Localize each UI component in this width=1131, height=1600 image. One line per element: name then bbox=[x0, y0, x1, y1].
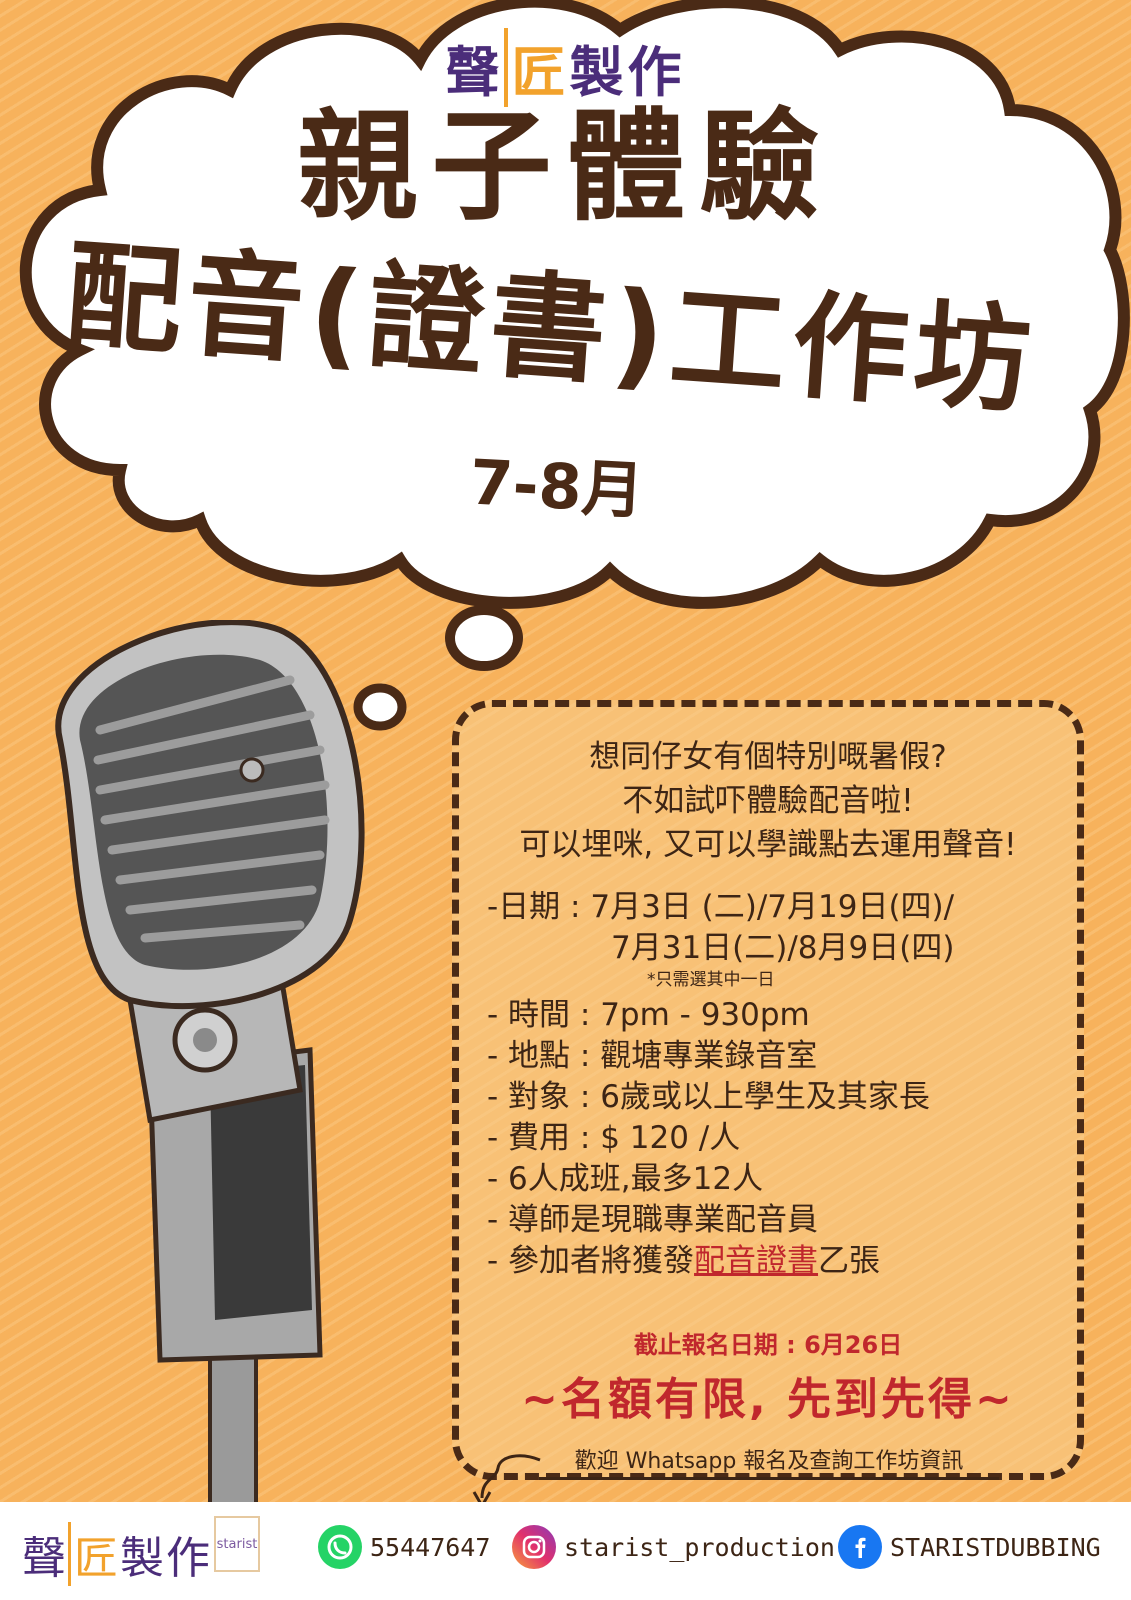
class-size: - 6人成班,最多12人 bbox=[487, 1161, 764, 1197]
target-row: - 對象 : 6歲或以上學生及其家長 bbox=[487, 1077, 1077, 1118]
facebook-page: STARISTDUBBING bbox=[890, 1532, 1101, 1562]
intro-line-1: 想同仔女有個特別嘅暑假? bbox=[589, 739, 947, 775]
date-label: -日期 : bbox=[487, 889, 581, 925]
info-box: 想同仔女有個特別嘅暑假? 不如試吓體驗配音啦! 可以埋咪, 又可以學識點去運用聲… bbox=[452, 700, 1084, 1480]
date-row: -日期 : 7月3日 (二)/7月19日(四)/ bbox=[487, 887, 1077, 928]
fee-value: $ 120 /人 bbox=[600, 1120, 741, 1156]
thought-cloud bbox=[19, 0, 1130, 609]
time-label: - 時間 : bbox=[487, 997, 591, 1033]
time-row: - 時間 : 7pm - 930pm bbox=[487, 995, 1077, 1036]
title-line-1: 親子體驗 bbox=[297, 98, 834, 237]
certificate-row: - 參加者將獲發配音證書乙張 bbox=[487, 1241, 1077, 1282]
microphone-illustration bbox=[55, 620, 365, 1540]
target-value: 6歲或以上學生及其家長 bbox=[600, 1079, 930, 1115]
instagram-icon bbox=[512, 1525, 556, 1569]
cert-suffix: 乙張 bbox=[818, 1243, 881, 1279]
thought-bubbles bbox=[353, 605, 523, 731]
venue-label: - 地點 : bbox=[487, 1038, 591, 1074]
date-line-1: 7月3日 (二)/7月19日(四)/ bbox=[590, 889, 955, 925]
tutor-info: - 導師是現職專業配音員 bbox=[487, 1202, 819, 1238]
details-list: -日期 : 7月3日 (二)/7月19日(四)/ 7月31日(二)/8月9日(四… bbox=[487, 887, 1077, 1282]
venue-row: - 地點 : 觀塘專業錄音室 bbox=[487, 1036, 1077, 1077]
instagram-contact[interactable]: starist_production bbox=[512, 1524, 835, 1570]
facebook-contact[interactable]: STARISTDUBBING bbox=[838, 1524, 1101, 1570]
deadline-text: 截止報名日期 : 6月26日 bbox=[633, 1331, 903, 1359]
intro-line-3: 可以埋咪, 又可以學識點去運用聲音! bbox=[519, 827, 1017, 863]
venue-value: 觀塘專業錄音室 bbox=[600, 1038, 818, 1074]
whatsapp-contact[interactable]: 55447647 bbox=[318, 1524, 490, 1570]
whatsapp-icon bbox=[318, 1525, 362, 1569]
date-line-2: 7月31日(二)/8月9日(四) bbox=[611, 930, 955, 966]
cert-highlight: 配音證書 bbox=[694, 1243, 819, 1279]
brand-logo-top: 聲匠製作 bbox=[0, 28, 1131, 107]
brand-part1: 聲 bbox=[445, 41, 504, 104]
cert-prefix: - 參加者將獲發 bbox=[487, 1243, 695, 1279]
whatsapp-note: 歡迎 Whatsapp 報名及查詢工作坊資訊 bbox=[539, 1443, 999, 1480]
limited-places-text: ~名額有限, 先到先得~ bbox=[521, 1374, 1015, 1425]
footer-brand: 聲匠製作 bbox=[22, 1522, 212, 1586]
brand-part2: 匠 bbox=[503, 28, 570, 107]
target-label: - 對象 : bbox=[487, 1079, 591, 1115]
footer-brand-part3: 製作 bbox=[120, 1533, 212, 1584]
fee-label: - 費用 : bbox=[487, 1120, 591, 1156]
intro-text: 想同仔女有個特別嘅暑假? 不如試吓體驗配音啦! 可以埋咪, 又可以學識點去運用聲… bbox=[459, 735, 1077, 867]
intro-line-2: 不如試吓體驗配音啦! bbox=[622, 783, 914, 819]
title-months: 7-8月 bbox=[467, 445, 646, 528]
brand-part3: 製作 bbox=[569, 41, 686, 104]
facebook-icon bbox=[838, 1525, 882, 1569]
date-note: *只需選其中一日 bbox=[647, 970, 775, 990]
time-value: 7pm - 930pm bbox=[600, 997, 810, 1033]
fee-row: - 費用 : $ 120 /人 bbox=[487, 1118, 1077, 1159]
whatsapp-number: 55447647 bbox=[370, 1532, 491, 1562]
footer-brand-part1: 聲 bbox=[22, 1533, 68, 1584]
instagram-handle: starist_production bbox=[564, 1532, 835, 1562]
footer-brand-part2: 匠 bbox=[68, 1522, 120, 1586]
starist-logo: starist bbox=[214, 1516, 260, 1572]
footer: 聲匠製作 starist 55447647 starist_production… bbox=[0, 1502, 1131, 1600]
